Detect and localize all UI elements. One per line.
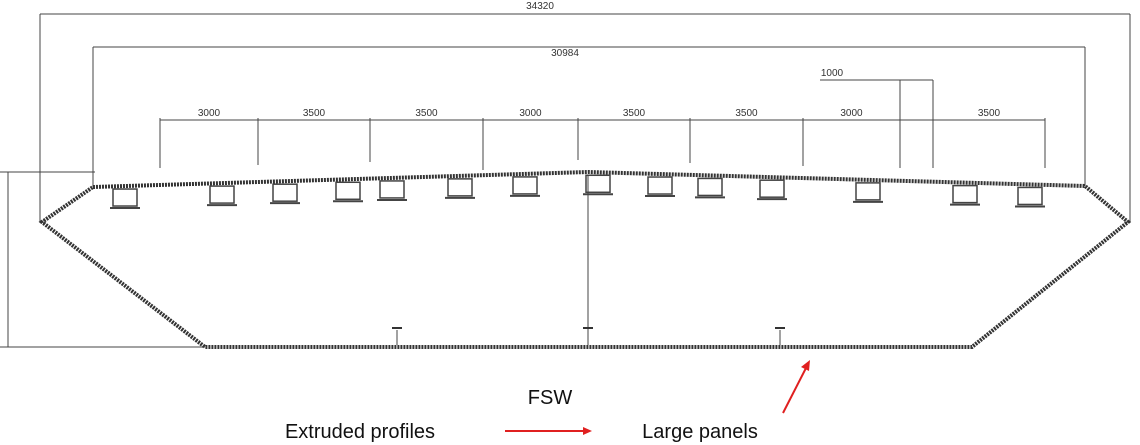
profile bbox=[952, 184, 978, 204]
profile bbox=[379, 180, 405, 199]
dimension-label: 3000 bbox=[198, 108, 221, 119]
caption: Large panels bbox=[642, 421, 758, 443]
profile bbox=[512, 176, 538, 195]
profile bbox=[272, 183, 298, 202]
arrows bbox=[505, 360, 810, 435]
dimension-label: 3500 bbox=[303, 108, 326, 119]
dimension-label: 34320 bbox=[526, 1, 554, 12]
dimension-label: 3500 bbox=[735, 108, 758, 119]
profile bbox=[585, 174, 611, 194]
dimension-label: 3500 bbox=[623, 108, 646, 119]
profile bbox=[759, 179, 785, 198]
dimension-label: 3000 bbox=[840, 108, 863, 119]
profile bbox=[209, 185, 235, 204]
dimension-label: 3500 bbox=[978, 108, 1001, 119]
span-dimensions: 3000 3500 3500 3000 3500 3500 3000 3500 bbox=[159, 108, 1046, 170]
profiles bbox=[110, 174, 1045, 210]
profile bbox=[112, 188, 138, 207]
hull-section bbox=[38, 169, 1132, 349]
dimension-label: 30984 bbox=[551, 48, 579, 59]
profile bbox=[447, 178, 473, 197]
caption: FSW bbox=[528, 387, 573, 409]
dimension-label: 3500 bbox=[415, 108, 438, 119]
profile bbox=[647, 176, 673, 195]
profile bbox=[697, 177, 723, 197]
profile bbox=[855, 182, 881, 201]
caption: Extruded profiles bbox=[285, 421, 435, 443]
dimension-lines bbox=[0, 13, 1131, 348]
profile bbox=[335, 181, 361, 201]
profile bbox=[1017, 186, 1043, 206]
dimension-label: 3000 bbox=[519, 108, 542, 119]
dimension-label: 1000 bbox=[821, 68, 844, 79]
